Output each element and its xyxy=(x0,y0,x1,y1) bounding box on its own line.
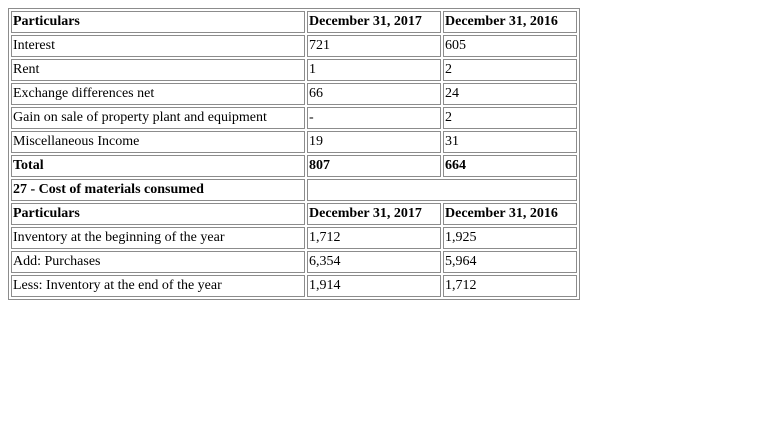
row-value: - xyxy=(307,107,441,129)
header-row: Particulars December 31, 2017 December 3… xyxy=(11,203,577,225)
section-title-row: 27 - Cost of materials consumed xyxy=(11,179,577,201)
table-row: Less: Inventory at the end of the year 1… xyxy=(11,275,577,297)
header-row: Particulars December 31, 2017 December 3… xyxy=(11,11,577,33)
row-label: Add: Purchases xyxy=(11,251,305,273)
row-value: 2 xyxy=(443,107,577,129)
header-cell: Particulars xyxy=(11,11,305,33)
row-label: Gain on sale of property plant and equip… xyxy=(11,107,305,129)
total-label: Total xyxy=(11,155,305,177)
row-value: 19 xyxy=(307,131,441,153)
row-label: Less: Inventory at the end of the year xyxy=(11,275,305,297)
table-row: Exchange differences net 66 24 xyxy=(11,83,577,105)
header-cell: December 31, 2017 xyxy=(307,11,441,33)
row-label: Rent xyxy=(11,59,305,81)
row-value: 66 xyxy=(307,83,441,105)
total-row: Total 807 664 xyxy=(11,155,577,177)
table-row: Gain on sale of property plant and equip… xyxy=(11,107,577,129)
row-value: 1,914 xyxy=(307,275,441,297)
header-cell: December 31, 2016 xyxy=(443,203,577,225)
table-row: Add: Purchases 6,354 5,964 xyxy=(11,251,577,273)
header-cell: December 31, 2017 xyxy=(307,203,441,225)
section-title: 27 - Cost of materials consumed xyxy=(11,179,305,201)
row-value: 1,712 xyxy=(443,275,577,297)
table-row: Miscellaneous Income 19 31 xyxy=(11,131,577,153)
total-value: 807 xyxy=(307,155,441,177)
header-cell: Particulars xyxy=(11,203,305,225)
table-row: Rent 1 2 xyxy=(11,59,577,81)
row-value: 1 xyxy=(307,59,441,81)
row-label: Interest xyxy=(11,35,305,57)
row-value: 1,712 xyxy=(307,227,441,249)
header-cell: December 31, 2016 xyxy=(443,11,577,33)
row-label: Inventory at the beginning of the year xyxy=(11,227,305,249)
financial-table: Particulars December 31, 2017 December 3… xyxy=(8,8,580,300)
row-label: Exchange differences net xyxy=(11,83,305,105)
row-label: Miscellaneous Income xyxy=(11,131,305,153)
table-row: Inventory at the beginning of the year 1… xyxy=(11,227,577,249)
row-value: 6,354 xyxy=(307,251,441,273)
row-value: 5,964 xyxy=(443,251,577,273)
table-row: Interest 721 605 xyxy=(11,35,577,57)
total-value: 664 xyxy=(443,155,577,177)
row-value: 605 xyxy=(443,35,577,57)
row-value: 31 xyxy=(443,131,577,153)
row-value: 721 xyxy=(307,35,441,57)
empty-cell xyxy=(307,179,577,201)
row-value: 24 xyxy=(443,83,577,105)
row-value: 1,925 xyxy=(443,227,577,249)
row-value: 2 xyxy=(443,59,577,81)
